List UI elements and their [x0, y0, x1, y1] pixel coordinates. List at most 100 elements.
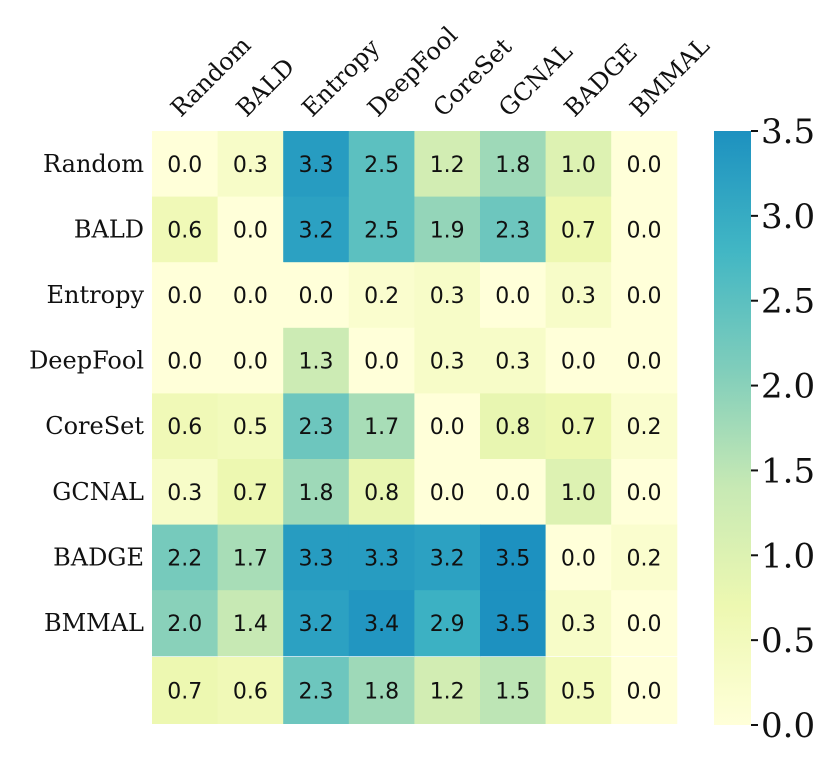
heatmap-cell: [414, 131, 481, 198]
heatmap-cell: [414, 327, 481, 394]
cell-value-label: 3.2: [299, 218, 334, 243]
colorbar-tick-label: 0.0: [761, 706, 815, 746]
heatmap-cell: [283, 131, 350, 198]
cell-value-label: 0.0: [627, 350, 662, 375]
heatmap-cell: [283, 262, 350, 329]
heatmap-cell: [348, 262, 415, 329]
heatmap-cell: [152, 459, 219, 526]
heatmap-cell: [152, 590, 219, 657]
cell-value-label: 1.8: [299, 481, 334, 506]
row-label: Entropy: [47, 281, 145, 309]
cell-value-label: 0.3: [430, 350, 465, 375]
heatmap-cell: [611, 590, 678, 657]
heatmap-cell: [545, 262, 612, 329]
cell-value-label: 3.5: [495, 612, 530, 637]
heatmap-cell: [283, 393, 350, 460]
row-label: GCNAL: [52, 478, 144, 506]
cell-value-label: 0.7: [233, 481, 268, 506]
heatmap-cell: [545, 524, 612, 591]
heatmap-cell: [414, 262, 481, 329]
heatmap-cell: [545, 131, 612, 198]
heatmap-cell: [348, 131, 415, 198]
heatmap-cell: [348, 524, 415, 591]
heatmap-cell: [414, 590, 481, 657]
summary-value-label: 0.0: [627, 680, 662, 705]
cell-value-label: 0.0: [233, 350, 268, 375]
cell-value-label: 0.0: [167, 284, 202, 309]
cell-value-label: 0.3: [167, 481, 202, 506]
summary-cell: [545, 657, 612, 724]
heatmap-cell: [414, 393, 481, 460]
summary-value-label: 1.8: [364, 680, 399, 705]
heatmap-cell: [217, 327, 284, 394]
summary-cell: [480, 657, 547, 724]
colorbar-tick-label: 2.0: [761, 367, 815, 407]
cell-value-label: 2.5: [364, 153, 399, 178]
row-labels: Random BALD Entropy DeepFool CoreSet GCNAL BAD…: [29, 150, 144, 637]
summary-value-label: 2.3: [299, 680, 334, 705]
heatmap-cell: [348, 393, 415, 460]
cell-value-label: 1.3: [299, 350, 334, 375]
heatmap-cell: [217, 262, 284, 329]
cell-value-label: 0.7: [561, 218, 596, 243]
cell-value-label: 0.3: [233, 153, 268, 178]
heatmap-cell: [480, 393, 547, 460]
cell-value-label: 0.0: [627, 481, 662, 506]
cell-value-label: 0.0: [299, 284, 334, 309]
heatmap-cell: [283, 524, 350, 591]
cell-value-label: 0.0: [627, 612, 662, 637]
colorbar-tick-label: 2.5: [761, 282, 815, 322]
heatmap-cell: [480, 262, 547, 329]
heatmap-cell: [414, 196, 481, 263]
cell-value-label: 0.0: [167, 153, 202, 178]
heatmap-cell: [152, 196, 219, 263]
heatmap-cell: [283, 459, 350, 526]
heatmap-cell: [283, 327, 350, 394]
cell-value-label: 0.0: [430, 415, 465, 440]
cell-value-label: 0.0: [561, 546, 596, 571]
cell-value-label: 3.2: [299, 612, 334, 637]
heatmap-cell: [611, 196, 678, 263]
cell-value-label: 2.3: [299, 415, 334, 440]
cell-value-label: 0.3: [561, 284, 596, 309]
cell-value-label: 2.2: [167, 546, 202, 571]
cell-value-label: 0.0: [495, 481, 530, 506]
cell-value-label: 1.8: [495, 153, 530, 178]
cell-value-label: 0.2: [364, 284, 399, 309]
heatmap-cell: [348, 590, 415, 657]
heatmap-cell: [152, 524, 219, 591]
heatmap-cell: [611, 393, 678, 460]
cell-value-label: 0.8: [495, 415, 530, 440]
colorbar-tick-label: 1.5: [761, 451, 815, 491]
cell-value-label: 3.3: [364, 546, 399, 571]
heatmap-cell: [152, 393, 219, 460]
cell-value-label: 3.3: [299, 153, 334, 178]
cell-value-label: 3.2: [430, 546, 465, 571]
heatmap-cell: [414, 459, 481, 526]
cell-value-label: 1.7: [233, 546, 268, 571]
heatmap-cell: [283, 196, 350, 263]
column-label: BMMAL: [624, 32, 715, 123]
heatmap-cell: [611, 262, 678, 329]
cell-value-label: 0.3: [495, 350, 530, 375]
cell-value-label: 0.0: [495, 284, 530, 309]
heatmap-cell: [217, 459, 284, 526]
heatmap-cell: [283, 590, 350, 657]
heatmap-cell: [480, 196, 547, 263]
cell-value-label: 0.0: [627, 218, 662, 243]
summary-row: 0.7 0.6 2.3 1.8 1.2 1.5 0.5 0.0: [152, 657, 678, 724]
heatmap-cell: [152, 131, 219, 198]
colorbar-tick-label: 1.0: [761, 536, 815, 576]
summary-cell: [283, 657, 350, 724]
heatmap-cell: [480, 590, 547, 657]
summary-value-label: 0.6: [233, 680, 268, 705]
summary-value-label: 1.2: [430, 680, 465, 705]
cell-value-label: 0.6: [167, 415, 202, 440]
cell-value-label: 3.3: [299, 546, 334, 571]
cell-value-label: 1.0: [561, 481, 596, 506]
heatmap-cells: 0.0 0.3 3.3 2.5 1.2 1.8 1.0 0.0 0.6 0.0 3.2 2.5 1.9 2…: [152, 131, 678, 657]
cell-value-label: 2.3: [495, 218, 530, 243]
heatmap-cell: [480, 327, 547, 394]
cell-value-label: 0.0: [627, 284, 662, 309]
